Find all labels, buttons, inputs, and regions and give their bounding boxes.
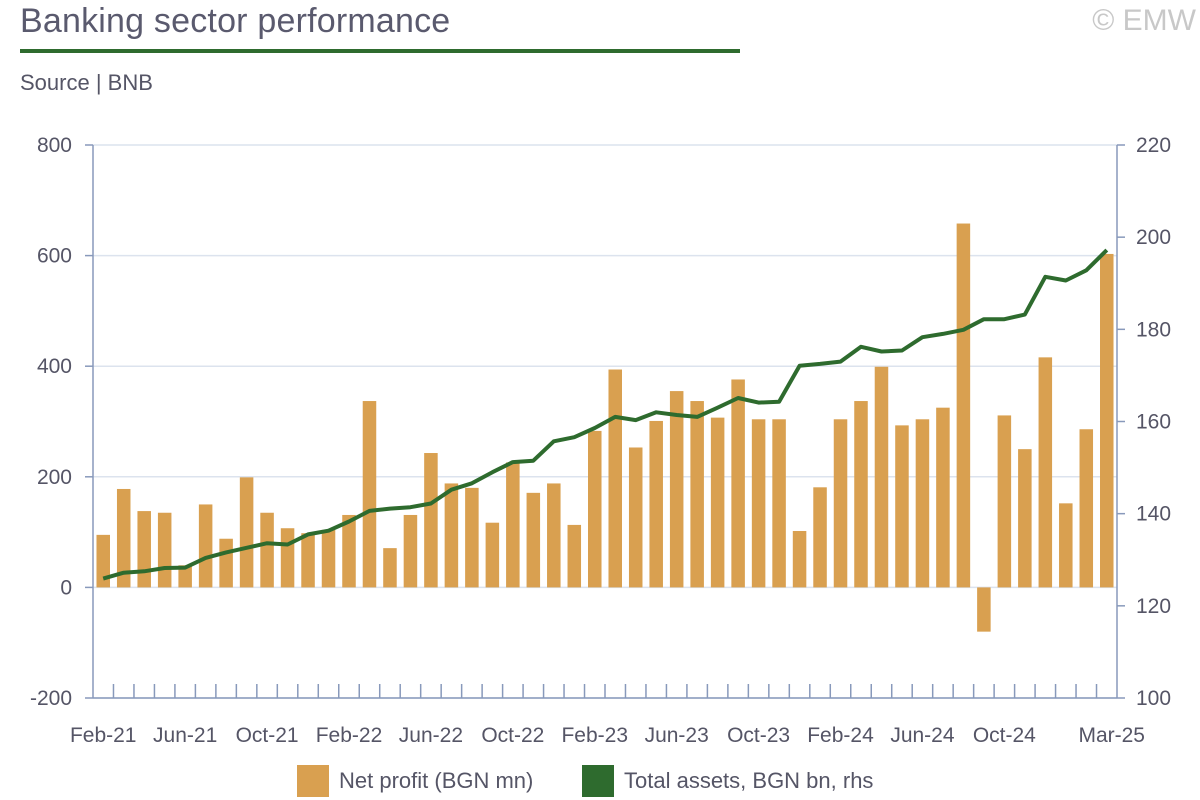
bar-Oct-22 <box>506 462 520 588</box>
bar-Feb-22 <box>342 514 356 588</box>
bar-May-21 <box>157 512 172 588</box>
bar-Jun-23 <box>669 391 684 588</box>
x-tick-label: Jun-22 <box>399 724 463 747</box>
copyright-watermark: © EMW <box>1092 4 1196 37</box>
x-tick-label: Feb-23 <box>561 724 628 747</box>
bar-May-24 <box>895 425 909 588</box>
bar-Jun-24 <box>915 419 930 588</box>
bar-Aug-23 <box>710 417 725 588</box>
legend: Net profit (BGN mn) Total assets, BGN bn… <box>0 765 1200 800</box>
source-note: Source | BNB <box>20 70 153 95</box>
right-tick-label: 120 <box>1136 595 1171 618</box>
legend-label-total-assets: Total assets, BGN bn, rhs <box>624 768 874 793</box>
x-tick-label: Jun-21 <box>153 724 217 747</box>
line-total-assets <box>102 248 1109 581</box>
bar-Jan-23 <box>567 524 582 588</box>
bar-Oct-21 <box>260 512 274 588</box>
bar-Jan-22 <box>321 529 336 588</box>
bar-May-23 <box>649 420 663 588</box>
left-tick-label: 0 <box>60 576 72 599</box>
legend-label-net-profit: Net profit (BGN mn) <box>339 768 534 793</box>
axes: -200 0 200 400 600 800 100 120 140 160 180 200 220 Fe… <box>30 134 1171 747</box>
bar-Jul-21 <box>198 504 213 588</box>
x-tick-label: Feb-21 <box>70 724 137 747</box>
left-tick-label: 600 <box>37 245 72 268</box>
right-tick-label: 160 <box>1136 411 1171 434</box>
bar-May-22 <box>403 514 418 588</box>
legend-swatch-line <box>582 765 614 797</box>
x-tick-label: Oct-21 <box>236 724 299 747</box>
bar-Sep-23 <box>731 379 745 588</box>
bar-Dec-21 <box>301 533 315 588</box>
bar-Apr-22 <box>383 548 397 588</box>
bar-series <box>96 223 1114 632</box>
bar-Mar-22 <box>362 401 377 588</box>
bar-Jul-23 <box>690 401 704 588</box>
bar-Jan-25 <box>1059 503 1073 588</box>
bar-Oct-24 <box>997 415 1012 588</box>
bar-Apr-24 <box>874 366 889 588</box>
bar-Dec-24 <box>1038 357 1053 588</box>
bar-Nov-21 <box>280 528 295 588</box>
bar-Aug-22 <box>465 487 479 588</box>
left-tick-label: -200 <box>30 687 72 710</box>
left-tick-label: 800 <box>37 134 72 157</box>
x-tick-label: Oct-24 <box>973 724 1036 747</box>
bar-Aug-24 <box>956 223 971 588</box>
bar-Sep-24 <box>977 587 991 632</box>
bar-Dec-22 <box>547 483 561 588</box>
bar-Jun-21 <box>178 565 192 588</box>
bar-Aug-21 <box>219 538 233 588</box>
x-tick-label: Oct-23 <box>727 724 790 747</box>
right-tick-label: 180 <box>1136 318 1171 341</box>
bar-Sep-22 <box>485 522 500 588</box>
bar-Apr-23 <box>628 447 643 588</box>
bar-Jun-22 <box>424 453 438 588</box>
bar-Dec-23 <box>792 530 807 588</box>
x-tick-label: Oct-22 <box>481 724 544 747</box>
right-tick-label: 140 <box>1136 503 1171 526</box>
bar-Nov-22 <box>526 492 541 588</box>
left-tick-label: 400 <box>37 355 72 378</box>
right-tick-label: 200 <box>1136 226 1171 249</box>
legend-item-total-assets: Total assets, BGN bn, rhs <box>582 765 873 797</box>
bar-Sep-21 <box>239 477 254 588</box>
page-title: Banking sector performance <box>20 2 451 40</box>
bar-Jul-22 <box>444 483 459 588</box>
x-tick-label: Jun-23 <box>645 724 709 747</box>
bar-Jan-24 <box>813 487 827 588</box>
x-tick-label: Feb-24 <box>807 724 874 747</box>
x-tick-label: Feb-22 <box>316 724 383 747</box>
right-tick-label: 100 <box>1136 687 1171 710</box>
bar-Mar-25 <box>1100 253 1114 588</box>
bar-Nov-23 <box>772 419 786 588</box>
bar-Nov-24 <box>1018 449 1032 588</box>
bar-Mar-24 <box>854 401 868 588</box>
title-underline <box>20 49 740 53</box>
bar-Feb-24 <box>833 419 848 588</box>
bar-Mar-23 <box>608 369 622 588</box>
bar-Oct-23 <box>751 419 766 588</box>
x-tick-label: Jun-24 <box>890 724 955 747</box>
bar-Feb-23 <box>588 430 602 588</box>
x-tick-label: Mar-25 <box>1078 724 1145 747</box>
bar-Apr-21 <box>137 511 151 588</box>
bar-Jul-24 <box>936 407 950 588</box>
bar-Feb-25 <box>1079 429 1094 588</box>
line-series-group <box>102 248 1109 581</box>
bar-Feb-21 <box>96 534 110 588</box>
left-tick-label: 200 <box>37 466 72 489</box>
legend-item-net-profit: Net profit (BGN mn) <box>297 765 533 797</box>
right-tick-label: 220 <box>1136 134 1171 157</box>
bar-Mar-21 <box>116 488 131 588</box>
legend-swatch-bar <box>297 765 329 797</box>
